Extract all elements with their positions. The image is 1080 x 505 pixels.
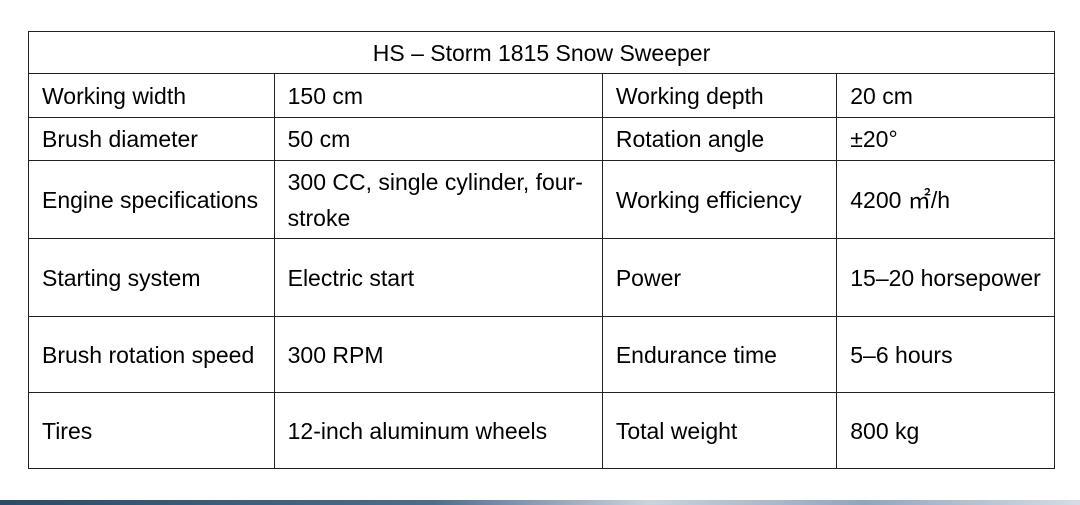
value: 800 kg <box>836 392 1055 469</box>
title-row: HS – Storm 1815 Snow Sweeper <box>28 31 1055 74</box>
table-title: HS – Storm 1815 Snow Sweeper <box>28 31 1055 74</box>
value: 300 CC, single cylinder, four-stroke <box>273 160 603 239</box>
label: Starting system <box>28 238 275 317</box>
value: 5–6 hours <box>836 316 1055 393</box>
table-row: Brush diameter 50 cm Rotation angle ±20° <box>28 117 1055 161</box>
value: 12-inch aluminum wheels <box>273 392 603 469</box>
label: Working efficiency <box>601 160 838 239</box>
label: Power <box>601 238 838 317</box>
label: Brush rotation speed <box>28 316 275 393</box>
label: Total weight <box>601 392 838 469</box>
value: 300 RPM <box>273 316 603 393</box>
table-row: Starting system Electric start Power 15–20… <box>28 238 1055 317</box>
value: 4200 ㎡/h <box>836 160 1055 239</box>
value: ±20° <box>836 117 1055 161</box>
table-row: Working width 150 cm Working depth 20 cm <box>28 73 1055 118</box>
label: Working depth <box>601 73 838 118</box>
value: 20 cm <box>836 73 1055 118</box>
table-row: Tires 12-inch aluminum wheels Total weigh… <box>28 392 1055 469</box>
table-row: Brush rotation speed 300 RPM Endurance ti… <box>28 316 1055 393</box>
label: Engine specifications <box>28 160 275 239</box>
value: 15–20 horsepower <box>836 238 1055 317</box>
spec-table: HS – Storm 1815 Snow Sweeper Working wid… <box>28 31 1055 469</box>
value: Electric start <box>273 238 603 317</box>
table-row: Engine specifications 300 CC, single cyli… <box>28 160 1055 239</box>
label: Working width <box>28 73 275 118</box>
value: 150 cm <box>273 73 603 118</box>
label: Endurance time <box>601 316 838 393</box>
value: 50 cm <box>273 117 603 161</box>
label: Brush diameter <box>28 117 275 161</box>
footer-gradient-bar <box>0 500 1080 505</box>
label: Rotation angle <box>601 117 838 161</box>
label: Tires <box>28 392 275 469</box>
